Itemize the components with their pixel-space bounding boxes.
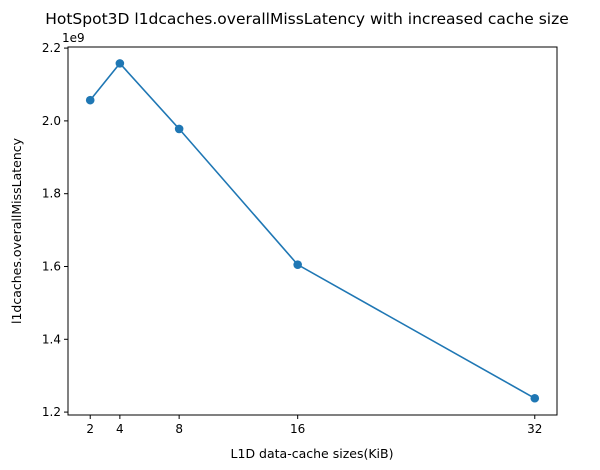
y-tick-label: 1.6 <box>42 259 61 273</box>
plot-frame <box>67 46 558 416</box>
data-point <box>174 124 184 134</box>
x-tick-label: 32 <box>527 422 542 436</box>
y-tick-label: 1.2 <box>42 405 61 419</box>
data-point <box>530 393 540 403</box>
x-tick-label: 2 <box>86 422 94 436</box>
x-tick-label: 4 <box>116 422 124 436</box>
y-tick-label: 1.8 <box>42 187 61 201</box>
chart-title: HotSpot3D l1dcaches.overallMissLatency w… <box>45 10 569 28</box>
x-ticks: 2 4 8 16 32 <box>86 415 542 436</box>
series <box>85 59 540 403</box>
y-tick-label: 2.0 <box>42 114 61 128</box>
y-tick-label: 2.2 <box>42 41 61 55</box>
y-offset-label: 1e9 <box>62 31 85 45</box>
y-axis-label: l1dcaches.overallMissLatency <box>9 137 24 324</box>
data-point <box>85 95 95 105</box>
x-tick-label: 16 <box>290 422 305 436</box>
series-line <box>89 62 536 399</box>
data-point <box>115 59 125 68</box>
x-axis-label: L1D data-cache sizes(KiB) <box>231 446 394 461</box>
x-tick-label: 8 <box>175 422 183 436</box>
y-tick-label: 1.4 <box>42 332 61 346</box>
y-ticks: 1.2 1.4 1.6 1.8 2.0 2.2 <box>42 41 68 419</box>
data-point <box>293 260 302 269</box>
